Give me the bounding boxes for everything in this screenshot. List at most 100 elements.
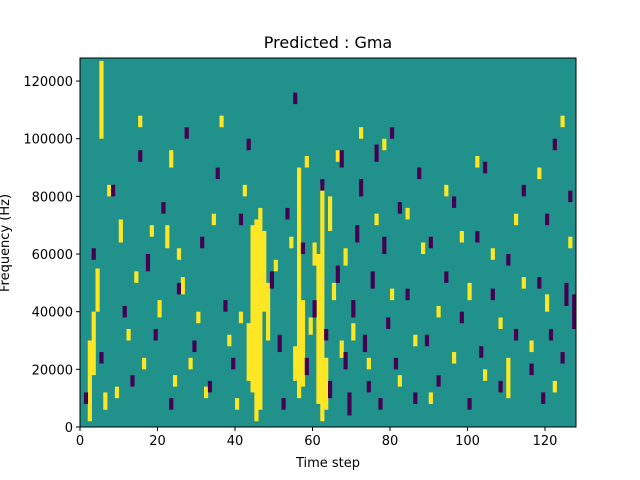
heatmap-cell-high: [157, 300, 162, 318]
heatmap-cell-high: [118, 219, 123, 243]
heatmap-cell-high: [266, 282, 271, 341]
heatmap-cell-low: [300, 242, 306, 255]
heatmap-cell-low: [169, 398, 174, 410]
heatmap-cell-high: [537, 167, 542, 180]
heatmap-cell-high: [529, 340, 534, 353]
heatmap-cell-high: [246, 323, 251, 381]
heatmap-cell-low: [424, 334, 430, 347]
heatmap-cell-low: [545, 213, 550, 226]
heatmap-cell-low: [215, 167, 220, 180]
axes: 0 20 40 60 80 100 120 0 20000 40000 60000 80000 1000…: [23, 57, 577, 449]
heatmap-cell-low: [444, 271, 449, 283]
heatmap-cell-high: [397, 375, 402, 387]
heatmap-cell-high: [99, 60, 104, 139]
heatmap-cell-low: [572, 294, 577, 329]
heatmap-cell-high: [300, 300, 306, 387]
heatmap-cell-low: [312, 300, 317, 318]
heatmap-cell-low: [413, 392, 418, 404]
heatmap-cell-low: [138, 150, 143, 162]
heatmap-cell-high: [436, 305, 441, 318]
heatmap-cell-low: [347, 392, 352, 416]
heatmap-cell-low: [83, 392, 89, 404]
heatmap-cell-high: [316, 254, 321, 404]
heatmap-cell-low: [339, 150, 344, 168]
y-tick-label: 60000: [32, 248, 73, 263]
heatmap-cell-low: [153, 328, 158, 341]
heatmap-cell-low: [184, 127, 189, 139]
heatmap-cell-low: [548, 328, 554, 341]
heatmap-cell-high: [324, 357, 329, 410]
heatmap-cell-high: [138, 115, 143, 128]
heatmap-cell-high: [343, 248, 348, 266]
heatmap-cell-high: [459, 230, 464, 243]
plot-area: [80, 58, 577, 427]
heatmap-cell-low: [359, 179, 364, 197]
heatmap-cell-high: [545, 294, 550, 312]
heatmap-cell-high: [196, 311, 201, 324]
heatmap-cell-high: [467, 282, 472, 301]
heatmap-cell-high: [262, 230, 267, 312]
heatmap-cell-high: [514, 213, 519, 226]
heatmap-cell-high: [382, 138, 387, 151]
heatmap-cell-low: [238, 213, 244, 226]
heatmap-cell-low: [378, 398, 383, 410]
heatmap-cell-high: [176, 248, 182, 260]
heatmap-cell-high: [308, 317, 313, 335]
heatmap-cell-high: [165, 225, 170, 249]
x-tick-label: 120: [533, 434, 558, 449]
heatmap-cell-high: [126, 328, 131, 341]
x-tick-label: 80: [382, 434, 399, 449]
heatmap-cell-high: [242, 184, 247, 197]
heatmap-cell-low: [382, 236, 387, 255]
heatmap-cell-low: [335, 265, 340, 283]
heatmap-cell-high: [235, 398, 240, 410]
heatmap-cell-high: [219, 115, 224, 128]
heatmap-cell-high: [273, 259, 278, 272]
heatmap-cell-low: [285, 207, 290, 220]
heatmap-cell-low: [467, 398, 472, 410]
heatmap-cell-high: [351, 323, 356, 341]
heatmap-cell-high: [107, 184, 112, 197]
heatmap-cell-high: [87, 340, 92, 422]
heatmap-cell-low: [393, 357, 399, 370]
heatmap-cell-high: [312, 242, 317, 266]
heatmap-cell-high: [331, 282, 337, 301]
heatmap-cell-high: [204, 386, 209, 399]
heatmap-cell-low: [351, 300, 356, 318]
heatmap-cell-low: [417, 167, 422, 180]
heatmap-cell-low: [324, 328, 329, 341]
heatmap-cell-high: [91, 311, 96, 376]
heatmap-cell-low: [343, 352, 348, 370]
heatmap-cell-high: [149, 225, 154, 237]
heatmap-cell-low: [366, 380, 371, 393]
heatmap-cell-high: [405, 207, 410, 220]
heatmap-cell-high: [560, 115, 565, 128]
heatmap-cell-high: [142, 357, 147, 370]
y-tick-label: 80000: [32, 190, 73, 205]
heatmap-cell-low: [390, 127, 395, 139]
x-tick-label: 100: [455, 434, 480, 449]
y-tick-label: 40000: [32, 306, 73, 321]
heatmap-cell-high: [188, 357, 193, 370]
heatmap-cell-high: [506, 357, 511, 399]
heatmap-cell-high: [568, 236, 573, 249]
heatmap-cell-low: [397, 202, 402, 214]
heatmap-cell-low: [564, 282, 569, 306]
heatmap-cell-low: [91, 248, 96, 260]
x-tick-label: 40: [227, 434, 244, 449]
y-tick-label: 100000: [23, 133, 73, 148]
y-axis-label: Frequency (Hz): [0, 194, 13, 292]
plot-frame: [79, 57, 577, 428]
heatmap-cell-low: [370, 271, 375, 289]
heatmap-cell-low: [320, 179, 325, 191]
heatmap-cell-high: [359, 127, 364, 139]
heatmap-cell-low: [161, 202, 166, 214]
heatmap-cell-low: [552, 138, 557, 151]
heatmap-cell-low: [541, 392, 546, 404]
heatmap-cell-low: [231, 357, 236, 370]
x-tick-label: 0: [76, 434, 84, 449]
heatmap-cell-high: [366, 357, 371, 370]
heatmap-cell-high: [297, 167, 302, 399]
x-tick-label: 60: [304, 434, 321, 449]
